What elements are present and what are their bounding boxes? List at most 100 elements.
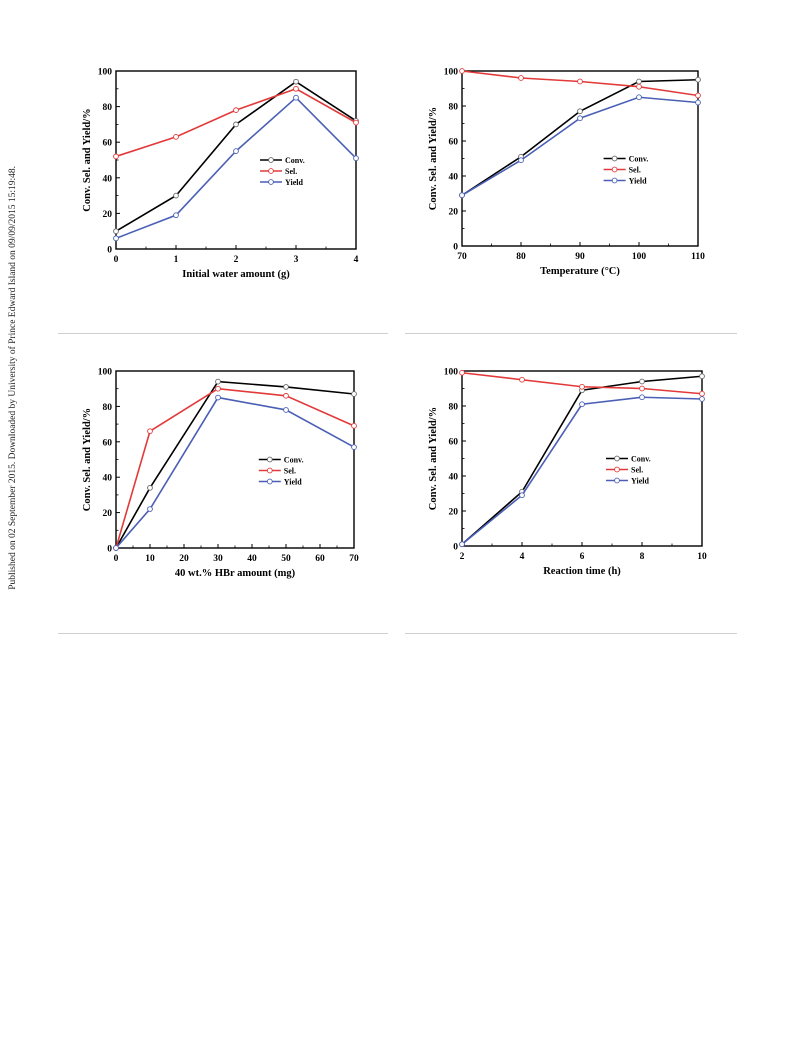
data-point-sel bbox=[173, 134, 179, 140]
y-tick-label: 40 bbox=[103, 474, 113, 484]
legend-label-conv: Conv. bbox=[284, 456, 304, 465]
y-tick-label: 80 bbox=[449, 103, 459, 113]
x-tick-label: 110 bbox=[691, 252, 705, 262]
legend-label-yield: Yield bbox=[629, 177, 647, 186]
y-tick-label: 80 bbox=[103, 403, 113, 413]
y-tick-label: 100 bbox=[98, 68, 113, 78]
data-point-conv bbox=[113, 228, 119, 235]
chart-panel-water: 0 20 40 60 80 100 0 1 2 3 4 Initial water amount (g… bbox=[68, 55, 368, 285]
x-tick-label: 70 bbox=[457, 252, 467, 262]
publication-note-text: Published on 02 September 2015. Download… bbox=[8, 166, 18, 590]
data-point-sel bbox=[579, 383, 585, 390]
data-point-sel bbox=[147, 428, 153, 435]
data-point-sel bbox=[636, 83, 642, 90]
data-point-yield bbox=[173, 212, 179, 219]
data-point-conv bbox=[636, 78, 642, 85]
legend-marker-sel bbox=[266, 467, 273, 474]
x-tick-label: 2 bbox=[234, 255, 239, 265]
x-tick-label: 0 bbox=[114, 255, 119, 265]
data-point-sel bbox=[699, 390, 705, 397]
y-tick-label: 0 bbox=[107, 545, 112, 555]
y-tick-label: 60 bbox=[449, 438, 459, 448]
data-point-yield bbox=[353, 155, 359, 162]
x-tick-label: 70 bbox=[349, 554, 359, 564]
data-point-yield bbox=[113, 545, 119, 551]
legend-marker-conv bbox=[614, 455, 620, 462]
chart-temperature: 0 20 40 60 80 100 70 80 90 100 110 Temperature (°C)… bbox=[428, 68, 705, 278]
data-point-conv bbox=[639, 378, 645, 385]
y-tick-label: 100 bbox=[444, 368, 459, 378]
separator-bottom-right bbox=[405, 633, 737, 634]
data-point-sel bbox=[233, 107, 239, 114]
y-tick-label: 100 bbox=[98, 368, 113, 378]
y-tick-label: 40 bbox=[449, 473, 459, 483]
data-point-sel bbox=[577, 78, 583, 85]
data-point-yield bbox=[215, 394, 221, 401]
data-point-yield bbox=[519, 492, 525, 499]
legend-marker-sel bbox=[614, 466, 620, 473]
series-line-conv bbox=[115, 380, 355, 549]
data-point-sel bbox=[351, 423, 357, 429]
x-axis-label: Reaction time (h) bbox=[543, 566, 621, 577]
y-tick-label: 20 bbox=[449, 508, 459, 518]
data-point-sel bbox=[113, 153, 119, 160]
legend-marker-yield bbox=[611, 177, 618, 184]
x-tick-label: 8 bbox=[640, 552, 645, 562]
series-line-yield bbox=[115, 396, 355, 549]
x-tick-label: 0 bbox=[114, 554, 119, 564]
chart-panel-hbr: 0 20 40 60 80 100 0 10 20 30 40 50 60 70 40 wt.% HBr a… bbox=[68, 355, 368, 595]
x-tick-label: 4 bbox=[354, 255, 359, 265]
data-point-conv bbox=[215, 378, 221, 385]
legend-label-sel: Sel. bbox=[629, 166, 641, 175]
x-tick-label: 1 bbox=[174, 255, 179, 265]
x-tick-label: 6 bbox=[580, 552, 585, 562]
data-point-yield bbox=[233, 148, 239, 154]
y-tick-label: 20 bbox=[103, 210, 113, 220]
legend-marker-yield bbox=[614, 477, 620, 484]
data-point-yield bbox=[147, 506, 153, 512]
x-tick-label: 10 bbox=[145, 554, 155, 564]
data-point-yield bbox=[695, 99, 701, 106]
legend-label-sel: Sel. bbox=[285, 167, 297, 176]
data-point-conv bbox=[699, 373, 705, 380]
legend-marker-conv bbox=[268, 157, 274, 163]
y-tick-label: 20 bbox=[449, 208, 459, 218]
data-point-yield bbox=[293, 94, 299, 101]
separator-top-right bbox=[405, 333, 737, 334]
legend-label-yield: Yield bbox=[284, 478, 302, 487]
chart-panel-temperature: 0 20 40 60 80 100 70 80 90 100 110 Temperature (°C)… bbox=[414, 55, 714, 285]
data-point-sel bbox=[459, 369, 465, 376]
data-point-sel bbox=[639, 385, 645, 392]
data-point-conv bbox=[283, 384, 289, 390]
data-point-sel bbox=[519, 376, 525, 383]
legend-label-sel: Sel. bbox=[631, 466, 643, 475]
y-tick-label: 20 bbox=[103, 509, 113, 519]
legend-marker-conv bbox=[611, 155, 618, 162]
x-tick-label: 50 bbox=[281, 554, 291, 564]
legend-label-yield: Yield bbox=[631, 477, 649, 486]
data-point-yield bbox=[351, 444, 357, 450]
y-tick-label: 80 bbox=[449, 403, 459, 413]
x-tick-label: 30 bbox=[213, 554, 223, 564]
x-tick-label: 90 bbox=[575, 252, 585, 262]
legend-label-conv: Conv. bbox=[285, 156, 305, 165]
legend-marker-conv bbox=[266, 456, 273, 463]
x-axis-label: Initial water amount (g) bbox=[182, 269, 290, 280]
separator-bottom-left bbox=[58, 633, 388, 634]
chart-panel-time: 0 20 40 60 80 100 2 4 6 8 10 Reaction time (h) Conv.… bbox=[414, 355, 714, 595]
plot-frame bbox=[115, 370, 355, 549]
data-point-yield bbox=[699, 396, 705, 402]
legend-marker-yield bbox=[268, 179, 274, 185]
data-point-conv bbox=[351, 391, 357, 397]
y-tick-label: 0 bbox=[453, 543, 458, 553]
data-point-conv bbox=[695, 76, 701, 83]
data-point-conv bbox=[233, 121, 239, 128]
plot-frame bbox=[461, 70, 699, 247]
legend-label-conv: Conv. bbox=[631, 455, 651, 464]
data-point-yield bbox=[113, 235, 119, 242]
x-tick-label: 60 bbox=[315, 554, 325, 564]
series-line-conv bbox=[461, 78, 699, 196]
legend-label-conv: Conv. bbox=[629, 155, 649, 164]
y-tick-label: 100 bbox=[444, 68, 459, 78]
data-point-sel bbox=[283, 392, 289, 399]
